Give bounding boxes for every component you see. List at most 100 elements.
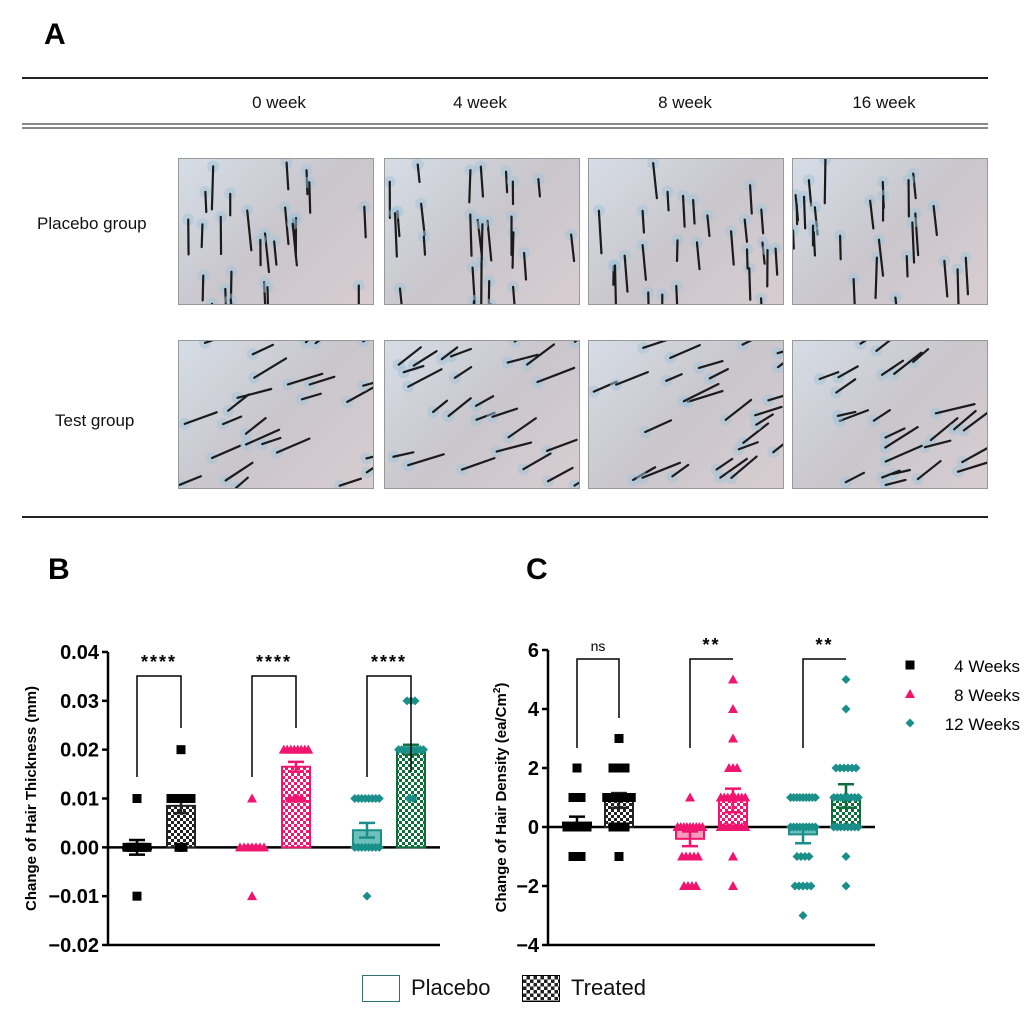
legend-label: 8 Weeks [954, 686, 1020, 705]
y-tick-label: 0.01 [60, 789, 99, 811]
data-point-diamond [408, 794, 418, 803]
data-point-square [905, 660, 915, 670]
chart-hair-thickness: 0.04 0.03 0.02 0.01 0.00 −0.01 −0.02 Change of … [23, 642, 440, 957]
significance-label: ns [591, 638, 606, 654]
legend-placebo-swatch [362, 975, 400, 1002]
significance-bracket [366, 675, 412, 777]
significance-label: **** [256, 652, 292, 672]
significance-bracket [136, 675, 182, 777]
data-point-square [614, 852, 624, 861]
y-tick-label: 0.03 [60, 691, 99, 713]
data-point-square [142, 842, 152, 852]
data-point-diamond [804, 852, 814, 861]
y-axis-label-sup: 2 [492, 687, 503, 693]
y-tick-label: 0.02 [60, 740, 99, 762]
data-point-triangle [728, 733, 738, 743]
data-point-triangle [259, 842, 269, 852]
column-header-0-week: 0 week [252, 93, 306, 112]
data-point-triangle [728, 704, 738, 713]
data-point-diamond [841, 852, 851, 861]
scalp-photo [178, 158, 374, 305]
y-axis-label: Change of Hair Density (ea/Cm2) [492, 683, 510, 913]
data-point-diamond [810, 793, 820, 802]
data-point-triangle [728, 881, 738, 890]
significance-label: ** [702, 635, 720, 655]
data-point-square [614, 734, 624, 743]
data-point-square [620, 763, 630, 773]
data-point-diamond [806, 881, 816, 891]
data-point-diamond [841, 881, 851, 891]
data-point-diamond [841, 675, 851, 684]
y-tick-label: 0.04 [60, 642, 100, 664]
data-point-triangle [905, 689, 915, 698]
legend-label: 4 Weeks [954, 657, 1020, 676]
scalp-photo [384, 158, 580, 305]
column-header-4-week: 4 week [453, 93, 507, 112]
significance-bracket [689, 658, 733, 748]
data-point-triangle [297, 793, 307, 803]
data-point-square [176, 745, 186, 755]
y-axis-label: Change of Hair Thickness (mm) [23, 686, 40, 911]
data-point-triangle [303, 744, 314, 754]
scalp-photo [384, 340, 580, 489]
data-point-diamond [798, 911, 808, 920]
panel-a-letter: A [44, 18, 66, 51]
data-point-triangle [685, 792, 695, 802]
y-tick-label: −0.02 [48, 935, 99, 957]
data-point-diamond [362, 891, 372, 901]
data-point-square [132, 891, 142, 901]
legend-label: 12 Weeks [945, 715, 1020, 734]
data-point-triangle [697, 822, 708, 831]
column-header-8-week: 8 week [658, 93, 712, 112]
data-point-triangle [691, 881, 701, 890]
significance-label: ** [815, 635, 833, 655]
data-point-diamond [374, 842, 384, 852]
data-point-diamond [853, 793, 863, 802]
legend-placebo-label: Placebo [411, 975, 491, 1000]
data-point-square [576, 793, 586, 802]
data-point-triangle [740, 792, 751, 802]
data-point-diamond [418, 745, 428, 755]
scalp-photo [588, 158, 784, 305]
panel-c-letter: C [526, 553, 548, 586]
data-point-square [626, 793, 636, 802]
y-tick-label: −4 [516, 935, 540, 957]
header-rule-2 [22, 127, 988, 129]
scalp-photo [792, 340, 988, 489]
significance-bracket [251, 675, 297, 777]
header-rule-1 [22, 123, 988, 125]
data-point-square [186, 794, 196, 803]
data-point-triangle [693, 851, 703, 861]
scalp-photo [178, 340, 374, 489]
data-point-diamond [410, 696, 420, 706]
data-point-diamond [851, 763, 861, 773]
bar-treated-8w [281, 765, 311, 849]
data-point-diamond [810, 822, 820, 832]
data-point-triangle [732, 763, 742, 772]
data-point-diamond [853, 822, 863, 832]
data-point-square [576, 852, 586, 861]
significance-label: **** [371, 652, 407, 672]
data-point-square [178, 842, 188, 852]
y-tick-label: 2 [528, 758, 539, 780]
y-tick-label: 6 [528, 640, 539, 662]
significance-bracket [802, 658, 846, 748]
data-point-triangle [740, 822, 751, 831]
scalp-photo [792, 158, 988, 305]
bottom-rule [22, 516, 988, 518]
data-point-square [620, 822, 630, 832]
chart-hair-density: 6 4 2 0 −2 −4 Change of Hair Density (ea/Cm2) n… [492, 635, 1020, 957]
data-point-triangle [247, 891, 257, 901]
data-point-diamond [374, 794, 384, 803]
data-point-square [572, 763, 582, 773]
scalp-photo [588, 340, 784, 489]
data-point-triangle [728, 674, 738, 684]
top-rule [22, 77, 988, 79]
row-label-placebo: Placebo group [37, 214, 147, 233]
y-tick-label: 4 [528, 699, 540, 721]
data-point-square [582, 822, 592, 832]
data-point-triangle [728, 851, 738, 861]
data-point-diamond [905, 718, 915, 728]
y-tick-label: −2 [516, 876, 539, 898]
